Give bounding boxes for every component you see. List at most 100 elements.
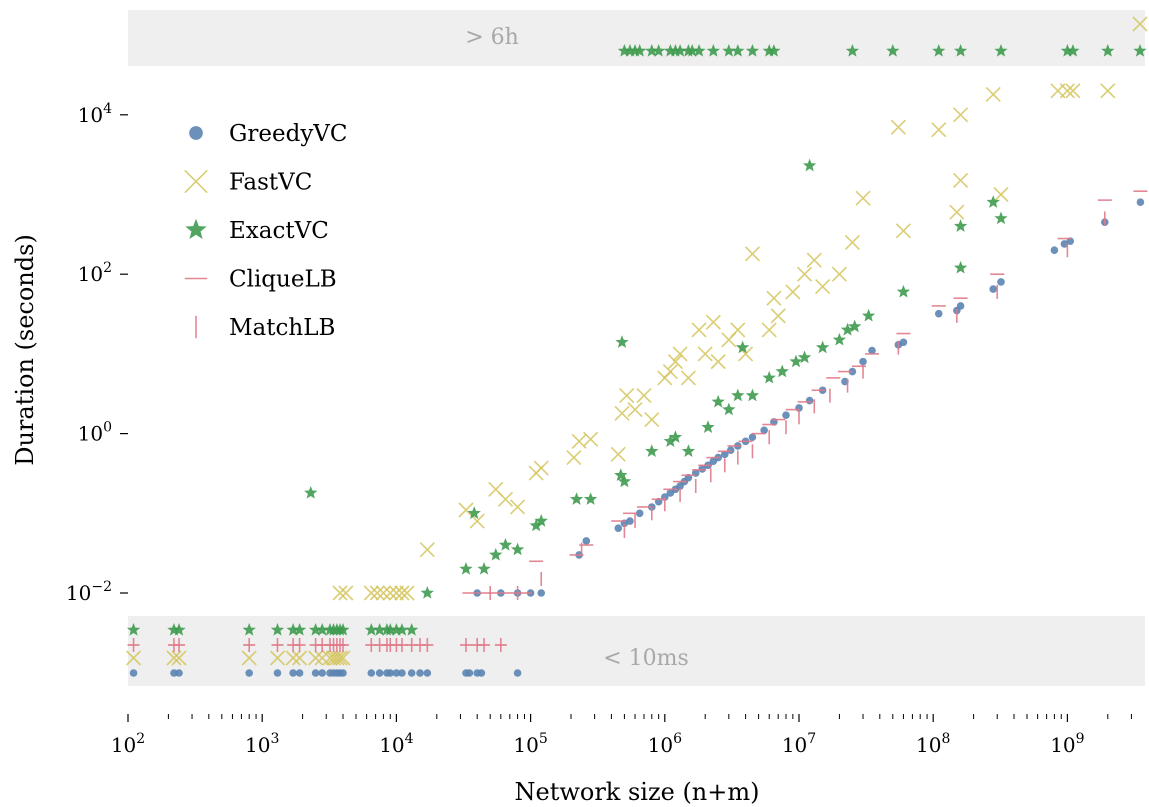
exactvc-point: [534, 514, 548, 527]
exactvc-point: [711, 394, 725, 408]
exactvc-point: [459, 562, 473, 575]
fastvc-point: [766, 290, 782, 306]
exactvc-point: [986, 195, 1000, 208]
greedyvc-point-below-10ms: [175, 669, 183, 677]
legend-marker-fastvc: [184, 169, 208, 194]
greedyvc-point: [899, 338, 908, 347]
exactvc-point-below-10ms: [242, 623, 256, 636]
fastvc-point: [705, 314, 721, 330]
exactvc-point: [802, 158, 817, 172]
fastvc-point-below-10ms: [166, 650, 182, 666]
exactvc-point: [467, 506, 481, 519]
greedyvc-point-below-10ms: [398, 669, 406, 677]
exactvc-point-timeout: [652, 44, 666, 57]
exactvc-point: [953, 260, 968, 274]
exactvc-point-below-10ms: [405, 623, 419, 636]
exactvc-point: [797, 350, 812, 364]
series-greedyvc: [129, 198, 1145, 677]
exactvc-point-below-10ms: [126, 623, 141, 636]
exactvc-point-below-10ms: [336, 623, 350, 636]
exactvc-point: [762, 370, 776, 384]
legend-label-matchlb: MatchLB: [229, 315, 335, 341]
exactvc-point: [663, 434, 678, 447]
legend-item-greedyvc: GreedyVC: [189, 121, 348, 147]
fastvc-point: [510, 499, 526, 515]
exactvc-point: [896, 284, 911, 298]
fastvc-point: [644, 412, 660, 428]
exactvc-point: [489, 547, 503, 561]
exactvc-point: [529, 518, 543, 532]
exactvc-point: [994, 211, 1008, 225]
fastvc-point-below-10ms: [269, 650, 286, 666]
series-exactvc: [126, 44, 1147, 636]
exactvc-point: [583, 492, 598, 505]
greedyvc-point: [698, 465, 707, 473]
exactvc-point: [569, 492, 584, 505]
timeout-band-label: > 6h: [465, 25, 519, 50]
fastvc-point: [949, 204, 965, 220]
fastvc-point: [691, 322, 707, 338]
fastvc-point: [890, 119, 906, 135]
greedyvc-point: [721, 450, 729, 459]
greedyvc-point-below-10ms: [295, 669, 304, 677]
exactvc-point: [815, 340, 830, 354]
exactvc-point: [731, 388, 745, 402]
greedyvc-point: [537, 589, 546, 597]
fastvc-point-below-10ms: [332, 650, 348, 666]
fastvc-point: [806, 252, 822, 268]
exactvc-point: [789, 354, 803, 368]
legend-item-cliquelb: CliqueLB: [184, 267, 337, 293]
exactvc-point-timeout: [722, 44, 736, 57]
fastvc-point: [497, 491, 514, 507]
fastvc-point: [332, 585, 348, 601]
exactvc-point: [477, 562, 491, 575]
legend-item-exactvc: ExactVC: [185, 218, 329, 244]
greedyvc-point: [726, 446, 735, 454]
greedyvc-point-below-10ms: [392, 669, 401, 677]
exactvc-point-timeout: [706, 44, 720, 57]
fastvc-point: [953, 172, 969, 189]
series-matchlb: [127, 211, 1106, 652]
exactvc-point: [861, 308, 876, 322]
greedyvc-point: [805, 396, 814, 405]
exactvc-point-timeout: [663, 44, 678, 57]
exactvc-point-below-10ms: [389, 623, 404, 636]
exactvc-point-timeout: [1060, 44, 1075, 57]
x-axis-title: Network size (n+m): [514, 778, 759, 806]
x-tick-label: 104: [379, 731, 413, 757]
greedyvc-point: [997, 278, 1005, 286]
fastvc-point: [785, 284, 801, 300]
y-axis: 10−2 100 102 104: [66, 101, 128, 605]
exactvc-point-timeout: [745, 44, 760, 57]
exactvc-point-timeout: [1066, 44, 1080, 57]
fastvc-point: [770, 308, 786, 324]
fastvc-point: [610, 446, 626, 462]
greedyvc-point: [868, 346, 876, 355]
greedyvc-point: [635, 509, 644, 518]
fastvc-point: [375, 585, 391, 601]
greedyvc-point: [582, 537, 591, 545]
fastvc-point: [566, 450, 582, 466]
below-resolution-band-label: < 10ms: [603, 646, 689, 671]
exactvc-point: [840, 322, 855, 336]
fastvc-point: [636, 388, 652, 404]
legend-marker-exactvc: [185, 218, 207, 240]
fastvc-point: [419, 542, 435, 558]
exactvc-point-timeout: [886, 44, 900, 57]
greedyvc-point: [989, 285, 998, 293]
fastvc-point: [815, 278, 831, 295]
fastvc-point: [697, 346, 713, 362]
fastvc-point-below-10ms: [125, 650, 142, 666]
greedyvc-point-below-10ms: [311, 669, 320, 677]
greedyvc-point-below-10ms: [513, 669, 522, 677]
y-tick-label: 102: [78, 260, 112, 286]
fastvc-point: [382, 585, 398, 601]
exactvc-point: [735, 340, 750, 354]
data-marks: [125, 16, 1148, 677]
exactvc-point: [615, 335, 629, 348]
greedyvc-point-below-10ms: [465, 669, 474, 677]
greedyvc-point-below-10ms: [245, 669, 253, 677]
fastvc-point: [844, 234, 860, 251]
greedyvc-point-below-10ms: [477, 669, 486, 677]
legend-label-fastvc: FastVC: [229, 170, 312, 196]
